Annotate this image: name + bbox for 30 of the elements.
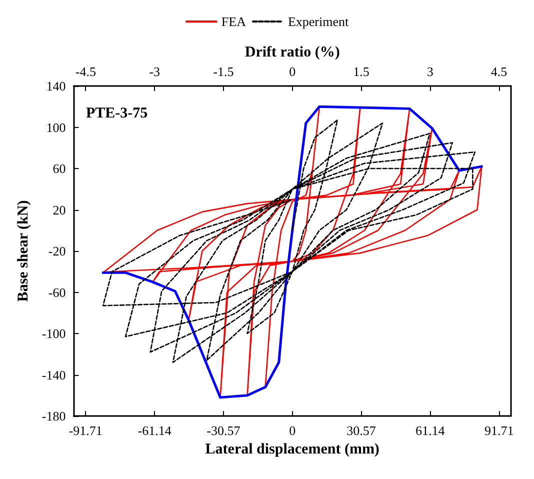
legend-label: FEA [221, 14, 247, 29]
x-tick-label: 91.71 [484, 423, 514, 438]
x2-tick-label: 0 [289, 64, 296, 79]
y-tick-label: -60 [48, 284, 66, 300]
x-tick-label: -30.57 [206, 423, 241, 438]
y-tick-label: 100 [46, 120, 66, 135]
y-axis-title: Base shear (kN) [16, 200, 32, 302]
y-tick-label: -20 [48, 244, 66, 258]
x-tick-label: 61.14 [416, 423, 446, 438]
x2-tick-label: -4.5 [75, 64, 96, 79]
legend-label: Experiment [288, 14, 349, 29]
x-tick-label: -61.14 [138, 423, 172, 438]
x2-tick-label: 1.5 [353, 64, 370, 79]
x2-tick-label: 3 [426, 64, 434, 79]
x-tick-label: 30.57 [346, 423, 376, 438]
x-axis-title: Lateral displacement (mm) [205, 441, 380, 458]
y-tick-label: -180 [42, 408, 66, 424]
x2-tick-label: -1.5 [213, 64, 234, 79]
x2-tick-label: 4.5 [490, 64, 508, 79]
y-tick-label: 60 [52, 161, 66, 176]
x-tick-label: -91.71 [68, 423, 102, 438]
y-tick-label: 140 [46, 78, 66, 94]
line-series [102, 119, 476, 364]
x2-axis-title: Drift ratio (%) [244, 44, 340, 61]
y-tick-label: 20 [52, 202, 66, 218]
annotation: PTE-3-75 [86, 106, 148, 122]
x2-tick-label: -3 [149, 64, 160, 79]
x-tick-label: 0 [289, 423, 296, 438]
y-tick-label: -140 [42, 367, 66, 382]
y-tick-label: -100 [42, 326, 66, 341]
